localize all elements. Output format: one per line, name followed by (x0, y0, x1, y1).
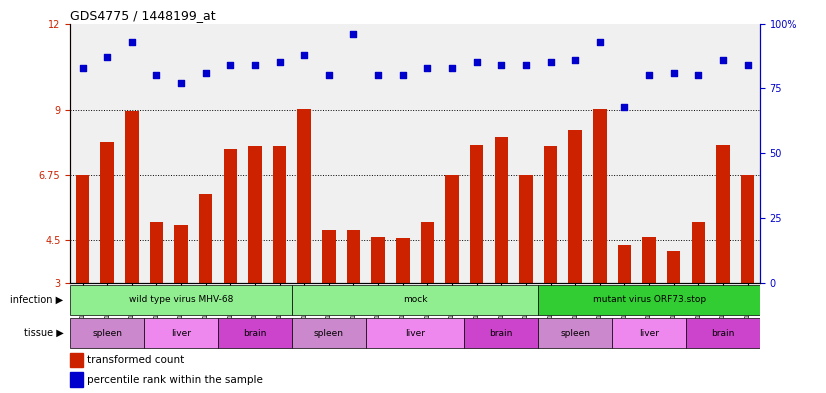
Point (396, 72, 410, 79)
Bar (101, 142, 114, 283)
Text: GDS4775 / 1448199_at: GDS4775 / 1448199_at (70, 9, 216, 22)
Text: spleen: spleen (314, 329, 344, 338)
Point (150, 72, 163, 79)
Point (445, 64, 458, 71)
Bar (539, 318, 612, 348)
Bar (464, 318, 539, 348)
Bar (347, 230, 360, 283)
Bar (716, 145, 729, 283)
Bar (144, 318, 218, 348)
Point (199, 70, 212, 76)
Point (544, 59, 558, 66)
Bar (224, 149, 237, 283)
Bar (366, 318, 464, 348)
Bar (70, 372, 83, 387)
Bar (70, 318, 144, 348)
Text: brain: brain (244, 329, 267, 338)
Point (297, 51, 311, 58)
Point (420, 64, 434, 71)
Bar (322, 230, 335, 283)
Text: liver: liver (171, 329, 191, 338)
Bar (643, 237, 656, 283)
Bar (199, 194, 212, 283)
Point (249, 62, 262, 68)
Bar (297, 108, 311, 283)
Bar (495, 138, 508, 283)
Bar (618, 246, 631, 283)
Bar (593, 108, 606, 283)
Point (101, 54, 114, 61)
Point (273, 59, 286, 66)
Bar (218, 318, 292, 348)
Bar (76, 175, 89, 283)
Point (322, 72, 335, 79)
Point (520, 62, 533, 68)
Point (470, 59, 483, 66)
Point (372, 72, 385, 79)
Text: spleen: spleen (560, 329, 590, 338)
Text: infection ▶: infection ▶ (10, 295, 64, 305)
Text: percentile rank within the sample: percentile rank within the sample (88, 375, 263, 385)
Bar (470, 145, 483, 283)
Point (593, 39, 606, 45)
Bar (741, 175, 754, 283)
Bar (273, 146, 287, 283)
Text: mutant virus ORF73.stop: mutant virus ORF73.stop (592, 295, 705, 304)
Bar (248, 146, 262, 283)
Bar (667, 251, 681, 283)
Bar (612, 318, 686, 348)
Bar (691, 222, 705, 283)
Point (224, 62, 237, 68)
Point (495, 62, 508, 68)
Point (691, 72, 705, 79)
Point (76, 64, 89, 71)
Bar (70, 353, 83, 367)
Text: tissue ▶: tissue ▶ (24, 328, 64, 338)
Bar (396, 238, 410, 283)
Bar (292, 285, 539, 315)
Point (741, 62, 754, 68)
Bar (372, 237, 385, 283)
Bar (125, 112, 139, 283)
Point (643, 72, 656, 79)
Text: spleen: spleen (93, 329, 122, 338)
Bar (292, 318, 366, 348)
Bar (150, 222, 164, 283)
Point (347, 31, 360, 37)
Bar (70, 285, 292, 315)
Bar (445, 175, 458, 283)
Point (174, 80, 188, 86)
Point (667, 70, 681, 76)
Text: brain: brain (711, 329, 734, 338)
Text: liver: liver (405, 329, 425, 338)
Bar (568, 130, 582, 283)
Bar (420, 222, 434, 283)
Text: wild type virus MHV-68: wild type virus MHV-68 (129, 295, 233, 304)
Bar (686, 318, 760, 348)
Point (568, 57, 582, 63)
Point (618, 103, 631, 110)
Bar (539, 285, 760, 315)
Text: brain: brain (490, 329, 513, 338)
Bar (544, 146, 558, 283)
Point (716, 57, 729, 63)
Text: mock: mock (403, 295, 427, 304)
Bar (174, 225, 188, 283)
Bar (519, 175, 533, 283)
Point (126, 39, 139, 45)
Text: transformed count: transformed count (88, 355, 185, 365)
Text: liver: liver (639, 329, 659, 338)
